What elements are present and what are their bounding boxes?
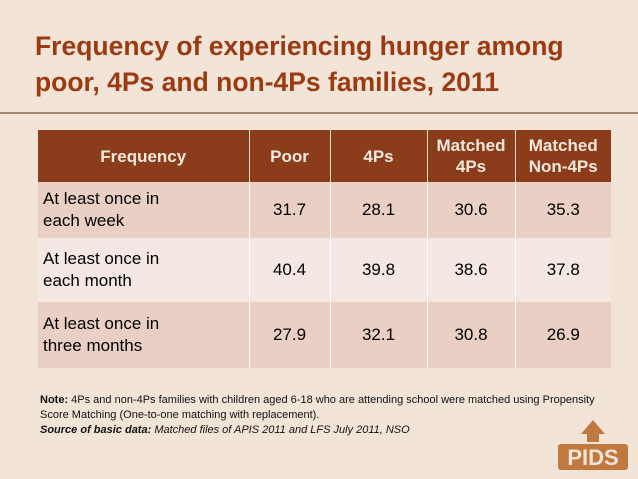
header-4ps: 4Ps bbox=[330, 130, 428, 182]
logo-text: PIDS bbox=[567, 445, 618, 470]
cell-matched-4ps: 38.6 bbox=[427, 238, 516, 302]
row-label: At least once in three months bbox=[38, 302, 250, 368]
table-note: Note: 4Ps and non-4Ps families with chil… bbox=[40, 393, 620, 438]
row-label-line1: At least once in bbox=[43, 314, 160, 333]
header-matched-4ps-line2: 4Ps bbox=[455, 157, 487, 176]
source-text: Matched files of APIS 2011 and LFS July … bbox=[151, 424, 410, 436]
note-text: 4Ps and non-4Ps families with children a… bbox=[40, 394, 595, 421]
row-label-line1: At least once in bbox=[43, 189, 160, 208]
title-divider bbox=[0, 112, 638, 114]
row-label-line2: each month bbox=[43, 271, 132, 290]
slide-title: Frequency of experiencing hunger among p… bbox=[35, 28, 625, 100]
header-matched-non4ps-line1: Matched bbox=[528, 136, 598, 155]
header-matched-non4ps: Matched Non-4Ps bbox=[515, 130, 611, 182]
title-line-1: Frequency of experiencing hunger among bbox=[35, 31, 564, 61]
table-row: At least once in three months 27.9 32.1 … bbox=[38, 302, 611, 368]
table-row: At least once in each week 31.7 28.1 30.… bbox=[38, 182, 611, 238]
logo-plate bbox=[558, 444, 628, 470]
row-label-line2: each week bbox=[43, 211, 125, 230]
cell-4ps: 32.1 bbox=[330, 302, 428, 368]
row-label-line2: three months bbox=[43, 336, 143, 355]
header-frequency: Frequency bbox=[38, 130, 250, 182]
cell-poor: 40.4 bbox=[249, 238, 331, 302]
cell-matched-4ps: 30.8 bbox=[427, 302, 516, 368]
header-matched-non4ps-line2: Non-4Ps bbox=[528, 157, 598, 176]
note-label: Note: bbox=[40, 394, 69, 406]
header-matched-4ps: Matched 4Ps bbox=[427, 130, 516, 182]
header-matched-4ps-line1: Matched bbox=[436, 136, 506, 155]
hunger-frequency-table: Frequency Poor 4Ps Matched 4Ps Matched N… bbox=[38, 130, 611, 368]
cell-matched-non4ps: 26.9 bbox=[515, 302, 611, 368]
row-label: At least once in each month bbox=[38, 238, 250, 302]
table-header-row: Frequency Poor 4Ps Matched 4Ps Matched N… bbox=[38, 130, 611, 182]
cell-4ps: 39.8 bbox=[330, 238, 428, 302]
pids-logo: PIDS bbox=[558, 420, 628, 470]
cell-poor: 27.9 bbox=[249, 302, 331, 368]
cell-poor: 31.7 bbox=[249, 182, 331, 238]
logo-arrow-icon bbox=[581, 420, 605, 442]
header-poor: Poor bbox=[249, 130, 331, 182]
cell-matched-4ps: 30.6 bbox=[427, 182, 516, 238]
title-line-2: poor, 4Ps and non-4Ps families, 2011 bbox=[35, 67, 499, 97]
cell-matched-non4ps: 35.3 bbox=[515, 182, 611, 238]
row-label: At least once in each week bbox=[38, 182, 250, 238]
cell-matched-non4ps: 37.8 bbox=[515, 238, 611, 302]
table-row: At least once in each month 40.4 39.8 38… bbox=[38, 238, 611, 302]
cell-4ps: 28.1 bbox=[330, 182, 428, 238]
source-label: Source of basic data: bbox=[40, 424, 152, 436]
row-label-line1: At least once in bbox=[43, 249, 160, 268]
